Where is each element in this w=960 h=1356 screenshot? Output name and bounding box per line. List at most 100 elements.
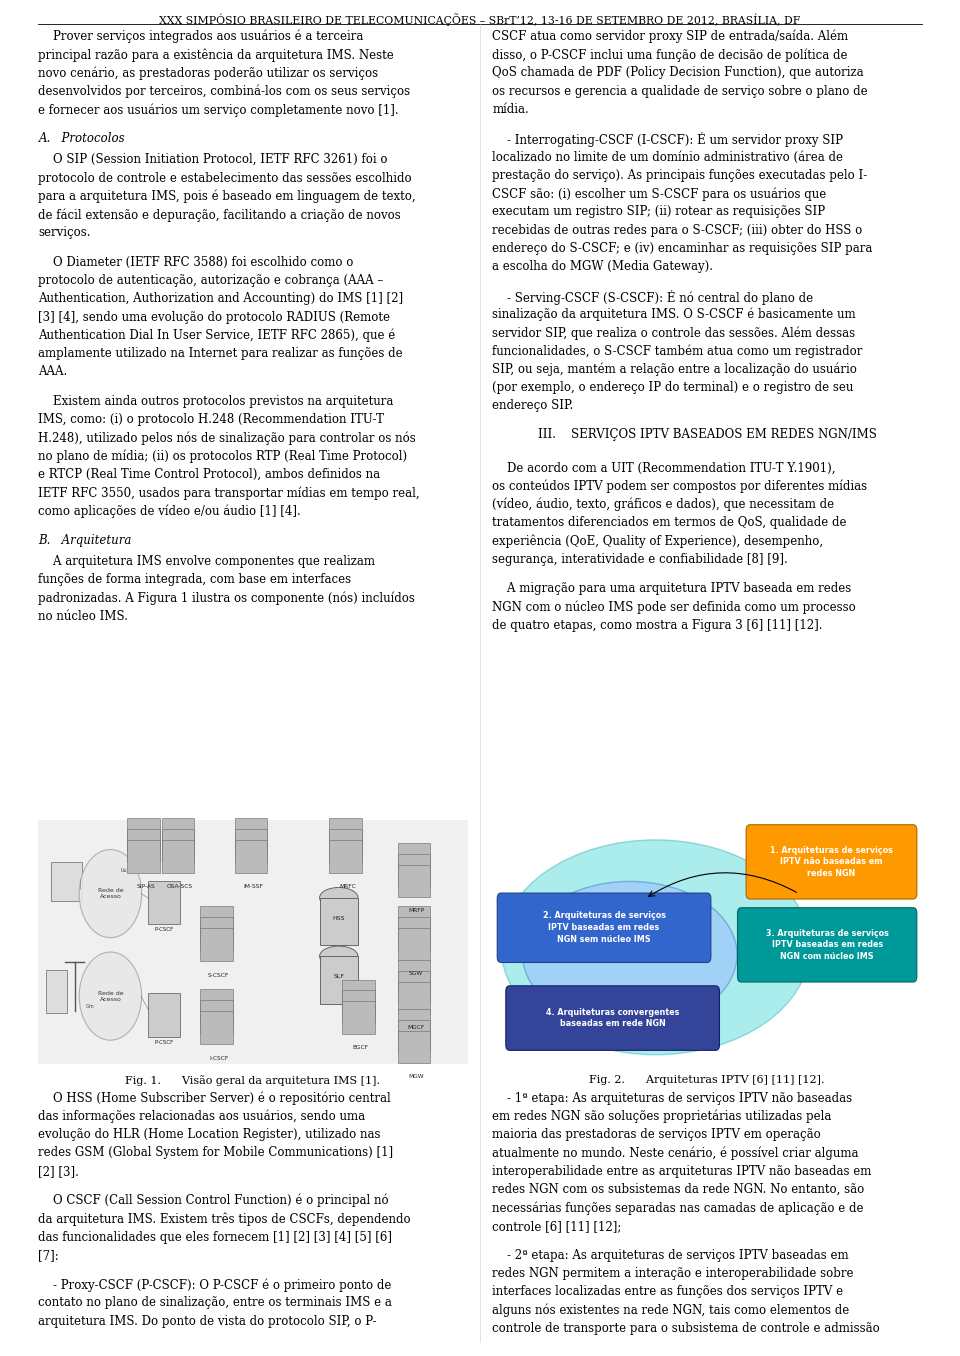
Text: da arquitetura IMS. Existem três tipos de CSCFs, dependendo: da arquitetura IMS. Existem três tipos d… <box>38 1212 411 1226</box>
Text: padronizadas. A Figura 1 ilustra os componente (nós) incluídos: padronizadas. A Figura 1 ilustra os comp… <box>38 591 416 605</box>
Text: Gm: Gm <box>85 1005 94 1009</box>
Text: interfaces localizadas entre as funções dos serviços IPTV e: interfaces localizadas entre as funções … <box>492 1285 844 1299</box>
Text: Fig. 2.      Arquiteturas IPTV [6] [11] [12].: Fig. 2. Arquiteturas IPTV [6] [11] [12]. <box>589 1075 825 1085</box>
Text: SIP-AS: SIP-AS <box>136 884 156 888</box>
Text: P-CSCF: P-CSCF <box>155 1040 174 1044</box>
FancyBboxPatch shape <box>162 830 195 862</box>
FancyBboxPatch shape <box>201 1001 233 1033</box>
Ellipse shape <box>501 839 810 1055</box>
FancyBboxPatch shape <box>46 970 67 1013</box>
Text: prestação do serviço). As principais funções executadas pelo I-: prestação do serviço). As principais fun… <box>492 168 868 182</box>
FancyBboxPatch shape <box>235 819 267 852</box>
Text: QoS chamada de PDF (Policy Decision Function), que autoriza: QoS chamada de PDF (Policy Decision Func… <box>492 66 864 80</box>
Text: Rede de
Acesso: Rede de Acesso <box>98 991 123 1002</box>
Text: a escolha do MGW (Media Gateway).: a escolha do MGW (Media Gateway). <box>492 260 713 274</box>
Ellipse shape <box>79 849 142 938</box>
Text: para a arquitetura IMS, pois é baseado em linguagem de texto,: para a arquitetura IMS, pois é baseado e… <box>38 190 416 203</box>
Text: funções de forma integrada, com base em interfaces: funções de forma integrada, com base em … <box>38 574 351 586</box>
Text: em redes NGN são soluções proprietárias utilizadas pela: em redes NGN são soluções proprietárias … <box>492 1109 832 1123</box>
Text: os recursos e gerencia a qualidade de serviço sobre o plano de: os recursos e gerencia a qualidade de se… <box>492 84 868 98</box>
Text: - 1ª etapa: As arquiteturas de serviços IPTV não baseadas: - 1ª etapa: As arquiteturas de serviços … <box>492 1092 852 1105</box>
Text: Prover serviços integrados aos usuários é a terceira: Prover serviços integrados aos usuários … <box>38 30 364 43</box>
Text: redes NGN com os subsistemas da rede NGN. No entanto, são: redes NGN com os subsistemas da rede NGN… <box>492 1182 865 1196</box>
Text: segurança, interatividade e confiabilidade [8] [9].: segurança, interatividade e confiabilida… <box>492 553 788 565</box>
Text: endereço do S-CSCF; e (iv) encaminhar as requisições SIP para: endereço do S-CSCF; e (iv) encaminhar as… <box>492 241 873 255</box>
FancyBboxPatch shape <box>397 1031 430 1063</box>
Text: 3. Arquiteturas de serviços
IPTV baseadas em redes
NGN com núcleo IMS: 3. Arquiteturas de serviços IPTV baseada… <box>766 929 889 961</box>
Text: evolução do HLR (Home Location Register), utilizado nas: evolução do HLR (Home Location Register)… <box>38 1128 381 1142</box>
FancyBboxPatch shape <box>397 843 430 876</box>
Text: [3] [4], sendo uma evolução do protocolo RADIUS (Remote: [3] [4], sendo uma evolução do protocolo… <box>38 311 391 324</box>
FancyBboxPatch shape <box>128 830 160 862</box>
Text: localizado no limite de um domínio administrativo (área de: localizado no limite de um domínio admin… <box>492 151 844 164</box>
FancyBboxPatch shape <box>397 960 430 993</box>
Text: - Serving-CSCF (S-CSCF): É nó central do plano de: - Serving-CSCF (S-CSCF): É nó central do… <box>492 289 814 305</box>
Text: servidor SIP, que realiza o controle das sessões. Além dessas: servidor SIP, que realiza o controle das… <box>492 325 855 339</box>
Text: 4. Arquiteturas convergentes
baseadas em rede NGN: 4. Arquiteturas convergentes baseadas em… <box>546 1008 680 1028</box>
FancyBboxPatch shape <box>342 1001 374 1033</box>
FancyBboxPatch shape <box>397 928 430 960</box>
FancyBboxPatch shape <box>397 865 430 898</box>
FancyBboxPatch shape <box>397 982 430 1014</box>
FancyBboxPatch shape <box>201 1012 233 1044</box>
Text: O HSS (Home Subscriber Server) é o repositório central: O HSS (Home Subscriber Server) é o repos… <box>38 1092 391 1105</box>
Text: CSCF são: (i) escolher um S-CSCF para os usuários que: CSCF são: (i) escolher um S-CSCF para os… <box>492 187 827 201</box>
Text: das informações relacionadas aos usuários, sendo uma: das informações relacionadas aos usuário… <box>38 1109 366 1123</box>
FancyBboxPatch shape <box>201 917 233 949</box>
Text: BGCF: BGCF <box>352 1044 369 1050</box>
Text: controle [6] [11] [12];: controle [6] [11] [12]; <box>492 1220 622 1233</box>
FancyBboxPatch shape <box>746 824 917 899</box>
Text: redes NGN permitem a interação e interoperabilidade sobre: redes NGN permitem a interação e interop… <box>492 1268 854 1280</box>
FancyBboxPatch shape <box>201 906 233 938</box>
FancyBboxPatch shape <box>506 986 719 1051</box>
Text: sinalização da arquitetura IMS. O S-CSCF é basicamente um: sinalização da arquitetura IMS. O S-CSCF… <box>492 308 856 321</box>
Text: contato no plano de sinalização, entre os terminais IMS e a: contato no plano de sinalização, entre o… <box>38 1296 393 1310</box>
FancyBboxPatch shape <box>148 993 180 1036</box>
Text: interoperabilidade entre as arquiteturas IPTV não baseadas em: interoperabilidade entre as arquiteturas… <box>492 1165 872 1178</box>
FancyBboxPatch shape <box>235 830 267 862</box>
Text: funcionalidades, o S-CSCF também atua como um registrador: funcionalidades, o S-CSCF também atua co… <box>492 344 863 358</box>
Text: A migração para uma arquitetura IPTV baseada em redes: A migração para uma arquitetura IPTV bas… <box>492 582 852 595</box>
FancyBboxPatch shape <box>51 862 82 902</box>
Ellipse shape <box>522 881 737 1028</box>
Text: Rede de
Acesso: Rede de Acesso <box>98 888 123 899</box>
Text: A.   Protocolos: A. Protocolos <box>38 132 125 145</box>
Text: e fornecer aos usuários um serviço completamente novo [1].: e fornecer aos usuários um serviço compl… <box>38 103 399 117</box>
Text: atualmente no mundo. Neste cenário, é possível criar alguma: atualmente no mundo. Neste cenário, é po… <box>492 1147 859 1159</box>
Text: serviços.: serviços. <box>38 226 91 240</box>
Text: redes GSM (Global System for Mobile Communications) [1]: redes GSM (Global System for Mobile Comm… <box>38 1147 394 1159</box>
FancyBboxPatch shape <box>201 990 233 1022</box>
Text: (por exemplo, o endereço IP do terminal) e o registro de seu: (por exemplo, o endereço IP do terminal)… <box>492 381 853 395</box>
FancyBboxPatch shape <box>148 881 180 925</box>
Text: IM-SSF: IM-SSF <box>243 884 263 888</box>
Text: IMS, como: (i) o protocolo H.248 (Recommendation ITU-T: IMS, como: (i) o protocolo H.248 (Recomm… <box>38 414 384 426</box>
FancyBboxPatch shape <box>128 819 160 852</box>
Text: Fig. 1.      Visão geral da arquitetura IMS [1].: Fig. 1. Visão geral da arquitetura IMS [… <box>126 1075 380 1086</box>
Text: Uu: Uu <box>121 868 128 873</box>
Text: no plano de mídia; (ii) os protocolos RTP (Real Time Protocol): no plano de mídia; (ii) os protocolos RT… <box>38 450 408 462</box>
Text: controle de transporte para o subsistema de controle e admissão: controle de transporte para o subsistema… <box>492 1322 880 1336</box>
Text: [2] [3].: [2] [3]. <box>38 1165 80 1178</box>
Text: A arquitetura IMS envolve componentes que realizam: A arquitetura IMS envolve componentes qu… <box>38 555 375 568</box>
Text: mídia.: mídia. <box>492 103 529 117</box>
Text: das funcionalidades que eles fornecem [1] [2] [3] [4] [5] [6]: das funcionalidades que eles fornecem [1… <box>38 1231 393 1243</box>
Text: e RTCP (Real Time Control Protocol), ambos definidos na: e RTCP (Real Time Control Protocol), amb… <box>38 468 380 481</box>
Text: protocolo de controle e estabelecimento das sessões escolhido: protocolo de controle e estabelecimento … <box>38 172 412 184</box>
Text: De acordo com a UIT (Recommendation ITU-T Y.1901),: De acordo com a UIT (Recommendation ITU-… <box>492 461 836 475</box>
FancyBboxPatch shape <box>329 819 362 852</box>
Text: O Diameter (IETF RFC 3588) foi escolhido como o: O Diameter (IETF RFC 3588) foi escolhido… <box>38 256 354 268</box>
Text: alguns nós existentes na rede NGN, tais como elementos de: alguns nós existentes na rede NGN, tais … <box>492 1304 850 1317</box>
FancyBboxPatch shape <box>397 971 430 1003</box>
Text: (vídeo, áudio, texto, gráficos e dados), que necessitam de: (vídeo, áudio, texto, gráficos e dados),… <box>492 498 834 511</box>
Text: tratamentos diferenciados em termos de QoS, qualidade de: tratamentos diferenciados em termos de Q… <box>492 517 847 529</box>
Text: novo cenário, as prestadoras poderão utilizar os serviços: novo cenário, as prestadoras poderão uti… <box>38 66 378 80</box>
Text: Authentication Dial In User Service, IETF RFC 2865), que é: Authentication Dial In User Service, IET… <box>38 330 396 342</box>
Text: AAA.: AAA. <box>38 366 67 378</box>
Text: necessárias funções separadas nas camadas de aplicação e de: necessárias funções separadas nas camada… <box>492 1201 864 1215</box>
Text: IETF RFC 3550, usados para transportar mídias em tempo real,: IETF RFC 3550, usados para transportar m… <box>38 487 420 499</box>
Text: NGN com o núcleo IMS pode ser definida como um processo: NGN com o núcleo IMS pode ser definida c… <box>492 601 856 614</box>
FancyBboxPatch shape <box>38 820 468 1064</box>
FancyBboxPatch shape <box>342 990 374 1022</box>
Text: MRFP: MRFP <box>408 909 424 913</box>
Text: SIP, ou seja, mantém a relação entre a localização do usuário: SIP, ou seja, mantém a relação entre a l… <box>492 362 857 376</box>
